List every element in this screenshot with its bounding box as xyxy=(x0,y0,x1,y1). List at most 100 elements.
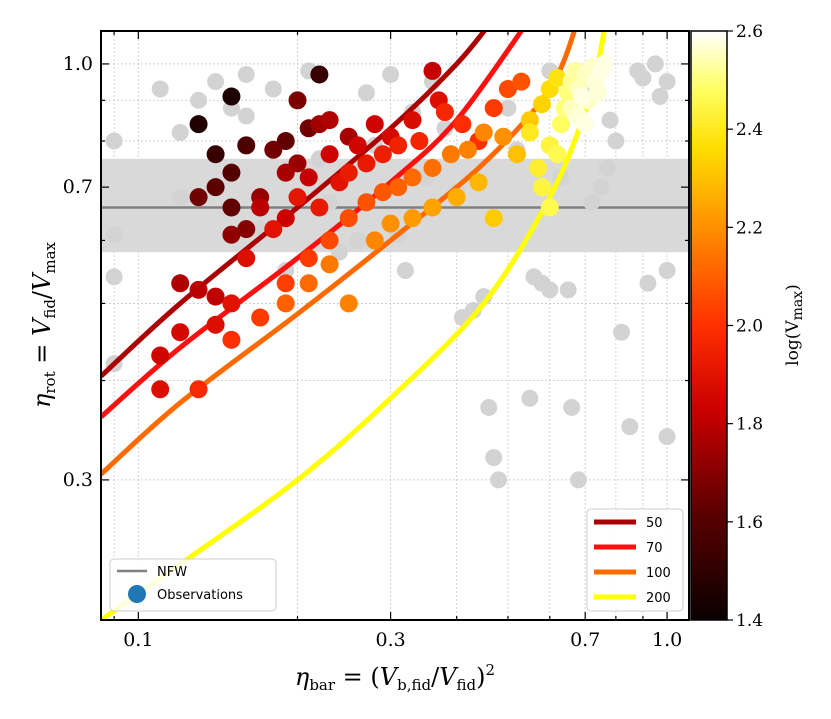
gray-observation-point xyxy=(570,471,588,489)
colored-observation-point xyxy=(237,220,256,239)
colored-observation-point xyxy=(222,294,241,313)
model-curves xyxy=(101,31,607,620)
plot-frame xyxy=(100,30,690,621)
colored-observation-point xyxy=(299,274,318,293)
colored-observation-point xyxy=(189,380,208,399)
x-axis-title: ηbar = (Vb,fid/Vfid)2 xyxy=(295,661,495,694)
colored-observation-point xyxy=(222,163,241,182)
colored-observation-point xyxy=(206,315,225,334)
colored-observation-point xyxy=(320,111,339,130)
curve-legend: 50 70 100 200 xyxy=(586,508,684,612)
colored-observation-point xyxy=(441,145,460,164)
gray-observation-point xyxy=(105,132,123,150)
axis-ticks xyxy=(101,31,689,621)
gray-observation-point xyxy=(490,471,508,489)
colored-observation-point xyxy=(373,145,392,164)
colored-observation-point xyxy=(474,123,493,142)
gray-observation-point xyxy=(382,65,400,83)
colored-observation-point xyxy=(576,115,595,134)
gray-observation-point xyxy=(592,178,610,196)
colored-observation-point xyxy=(533,95,552,114)
colorbar-tick-label: 1.4 xyxy=(736,611,763,631)
colored-observation-point xyxy=(189,280,208,299)
colored-observation-point xyxy=(189,115,208,134)
x-tick-label: 0.1 xyxy=(123,629,153,651)
marker-legend: NFW Observations xyxy=(109,558,277,612)
legend-curve-label-70: 70 xyxy=(646,541,663,556)
gray-observation-point xyxy=(190,91,208,109)
colored-observation-point xyxy=(512,72,531,91)
colored-observation-point xyxy=(588,83,607,102)
colored-observation-point xyxy=(339,209,358,228)
gray-observation-point xyxy=(171,188,189,206)
legend-observations-label: Observations xyxy=(157,588,243,603)
colorbar-title: log(Vmax) xyxy=(783,284,806,366)
gray-observation-point xyxy=(621,418,639,436)
gray-observation-point xyxy=(330,243,348,261)
colored-observation-point xyxy=(288,188,307,207)
gray-observation-point xyxy=(651,88,669,106)
colored-observation-point xyxy=(237,136,256,155)
gray-observation-point xyxy=(480,398,498,416)
colored-observation-point xyxy=(151,380,170,399)
model-curve-70 xyxy=(101,31,525,419)
colored-observation-point xyxy=(403,111,422,130)
gray-observation-point xyxy=(499,99,517,117)
colored-observation-point xyxy=(389,178,408,197)
colored-observation-point xyxy=(403,209,422,228)
colorbar-tick-label: 1.8 xyxy=(736,415,763,435)
colored-observation-point xyxy=(276,209,295,228)
colorbar-tick-label: 1.6 xyxy=(736,513,763,533)
colored-observations xyxy=(151,54,614,399)
colored-observation-point xyxy=(310,198,329,217)
colored-observation-point xyxy=(520,123,539,142)
gray-observation-point xyxy=(171,123,189,141)
gray-observation-point xyxy=(613,323,631,341)
gray-observation-point xyxy=(264,80,282,98)
colored-observation-point xyxy=(264,140,283,159)
colored-observation-point xyxy=(264,220,283,239)
colored-observation-point xyxy=(222,330,241,349)
gray-observation-point xyxy=(396,261,414,279)
colored-observation-point xyxy=(595,54,614,73)
colored-observation-point xyxy=(381,214,400,233)
colored-observation-point xyxy=(484,99,503,118)
gray-observation-point xyxy=(237,65,255,83)
colored-observation-point xyxy=(299,249,318,268)
colored-observation-point xyxy=(469,173,488,192)
gray-observation-point xyxy=(601,111,619,129)
colored-observation-point xyxy=(498,80,517,99)
gray-observation-point xyxy=(357,84,375,102)
colored-observation-point xyxy=(423,158,442,177)
colorbar xyxy=(690,30,728,621)
x-tick-label: 0.7 xyxy=(570,629,600,651)
gray-observation-point xyxy=(658,73,676,91)
colorbar-ticks: 1.4 1.6 1.8 2.0 2.2 2.4 2.6 xyxy=(727,22,763,631)
colored-observation-point xyxy=(171,274,190,293)
legend-curve-label-50: 50 xyxy=(646,516,663,531)
colored-observation-point xyxy=(373,183,392,202)
y-tick-label: 0.3 xyxy=(63,469,93,491)
colored-observation-point xyxy=(276,294,295,313)
colored-observation-point xyxy=(288,91,307,110)
colored-observation-point xyxy=(299,168,318,187)
colored-observation-point xyxy=(484,209,503,228)
colored-observation-point xyxy=(320,145,339,164)
colored-observation-point xyxy=(339,294,358,313)
colored-observation-point xyxy=(540,198,559,217)
gray-observation-point xyxy=(349,231,367,249)
colored-observation-point xyxy=(435,103,454,122)
colored-observation-point xyxy=(222,198,241,217)
uncolored-observations xyxy=(105,55,676,489)
gray-observation-point xyxy=(563,398,581,416)
y-tick-label: 0.7 xyxy=(63,176,93,198)
colored-observation-point xyxy=(206,178,225,197)
y-axis-title: ηrot = Vfid/Vmax xyxy=(28,241,59,408)
colored-observation-point xyxy=(189,188,208,207)
colored-observation-point xyxy=(237,249,256,268)
colored-observation-point xyxy=(222,225,241,244)
colored-observation-point xyxy=(365,231,384,250)
colored-observation-point xyxy=(310,65,329,84)
colored-observation-point xyxy=(222,87,241,106)
colored-observation-point xyxy=(410,132,429,151)
